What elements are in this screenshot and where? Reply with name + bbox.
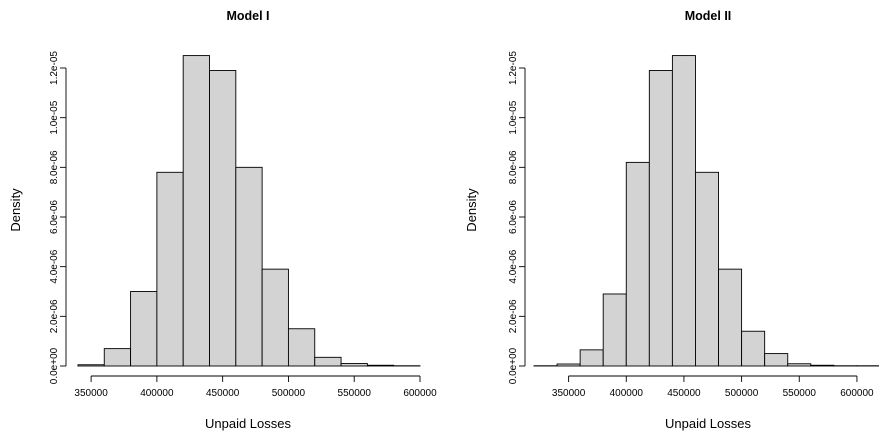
x-tick-label: 550000 (338, 388, 372, 399)
histogram-bar (103, 348, 132, 367)
histogram-bar (579, 349, 604, 367)
histogram-bar (718, 268, 743, 367)
x-axis-label: Unpaid Losses (205, 416, 291, 431)
histogram-bar (77, 364, 105, 367)
x-tick-label: 450000 (667, 388, 701, 399)
bars-group (77, 55, 421, 367)
chart-title: Model I (226, 9, 269, 23)
x-tick-label: 500000 (272, 388, 306, 399)
x-tick-label: 350000 (74, 388, 108, 399)
histogram-bar (625, 161, 650, 367)
histogram-bar (741, 330, 766, 367)
y-tick-label: 4.0e-06 (508, 249, 519, 283)
x-tick-label: 550000 (783, 388, 817, 399)
histogram-bar (556, 363, 581, 367)
panel-model-2: Model II Unpaid Losses Density 350000 400… (464, 9, 879, 431)
histogram-bar (182, 55, 210, 367)
histogram-bar (340, 363, 368, 367)
y-axis: 0.0e+00 2.0e-06 4.0e-06 6.0e-06 8.0e-06 1.0e-… (508, 51, 526, 384)
histogram-bar (209, 70, 237, 367)
y-axis-label: Density (8, 188, 23, 232)
histogram-bar (130, 291, 158, 367)
y-tick-label: 6.0e-06 (508, 200, 519, 234)
x-axis: 350000 400000 450000 500000 550000 600000 (552, 375, 874, 399)
x-tick-label: 600000 (840, 388, 874, 399)
y-tick-label: 8.0e-06 (49, 150, 60, 184)
x-tick-label: 450000 (206, 388, 240, 399)
histogram-bar (261, 268, 289, 367)
y-tick-label: 1.2e-05 (49, 51, 60, 85)
histogram-bar (314, 356, 342, 367)
histogram-bar (787, 363, 812, 367)
histogram-bar (695, 171, 719, 367)
x-tick-label: 400000 (610, 388, 644, 399)
y-tick-label: 1.2e-05 (508, 51, 519, 85)
y-tick-label: 4.0e-06 (49, 249, 60, 283)
histogram-bar (235, 166, 263, 367)
y-tick-label: 2.0e-06 (49, 299, 60, 333)
histogram-bar (671, 55, 696, 367)
y-tick-label: 8.0e-06 (508, 150, 519, 184)
bars-group (533, 55, 879, 367)
y-tick-label: 0.0e+00 (49, 347, 60, 384)
y-tick-label: 0.0e+00 (508, 347, 519, 384)
x-tick-label: 600000 (403, 388, 437, 399)
histogram-bar (287, 328, 316, 367)
x-axis-label: Unpaid Losses (665, 416, 751, 431)
x-tick-label: 400000 (140, 388, 174, 399)
panel-model-1: Model I Unpaid Losses Density 350000 4000… (8, 9, 437, 431)
x-axis: 350000 400000 450000 500000 550000 600000 (74, 375, 437, 399)
chart-title: Model II (685, 9, 732, 23)
y-tick-label: 6.0e-06 (49, 200, 60, 234)
histogram-bar (156, 171, 184, 367)
histogram-bar (764, 353, 789, 367)
histogram-bar (602, 293, 627, 367)
y-tick-label: 2.0e-06 (508, 299, 519, 333)
histogram-bar (366, 364, 395, 367)
histogram-bar (810, 364, 835, 367)
x-tick-label: 350000 (552, 388, 586, 399)
y-axis: 0.0e+00 2.0e-06 4.0e-06 6.0e-06 8.0e-06 1.0e-… (49, 51, 67, 384)
y-tick-label: 1.0e-05 (508, 100, 519, 134)
y-tick-label: 1.0e-05 (49, 100, 60, 134)
x-tick-label: 500000 (725, 388, 759, 399)
y-axis-label: Density (464, 188, 479, 232)
histogram-bar (648, 70, 673, 367)
